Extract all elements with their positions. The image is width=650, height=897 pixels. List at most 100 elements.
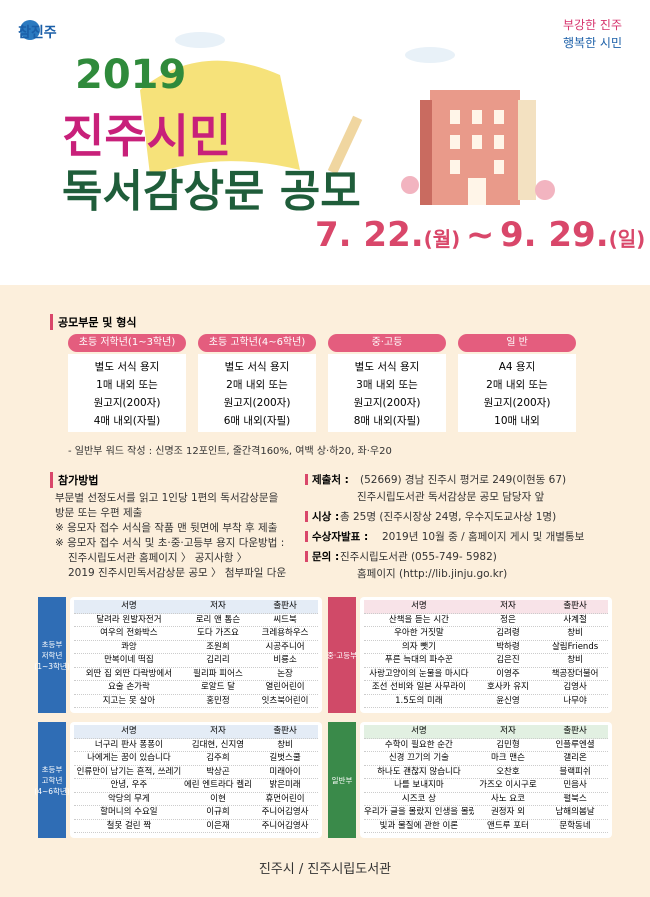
cell: 김은진 bbox=[496, 655, 520, 665]
table-row: 요술 손가락 로알드 달 열린어린이 bbox=[74, 681, 318, 695]
cell: 앤드루 포터 bbox=[487, 820, 529, 831]
category-name: 중·고등 bbox=[328, 334, 446, 352]
category-line: A4 용지 bbox=[498, 361, 536, 373]
cell: 호사카 유지 bbox=[487, 682, 529, 692]
category-line: 원고지(200자) bbox=[483, 397, 551, 409]
cell: 인류만이 남기는 흔적, 쓰레기 bbox=[76, 766, 182, 777]
category-line: 10매 내외 bbox=[494, 415, 540, 427]
category-body: 별도 서식 용지 1매 내외 또는 원고지(200자) 4매 내외(자필) bbox=[68, 354, 186, 432]
list-label-text: 일반부 bbox=[331, 775, 353, 785]
cell: 박하령 bbox=[496, 641, 520, 652]
title: 독서감상문 공모 bbox=[62, 166, 361, 217]
method-line: 2019 진주시민독서감상문 공모 〉 첨부파일 다운 bbox=[68, 567, 287, 579]
method-line: ※ 응모자 접수 서식 및 초·중·고등부 용지 다운방법 : bbox=[55, 537, 285, 549]
table-row: 콰앙 조원희 시공주니어 bbox=[74, 641, 318, 654]
table-row: 달려라 왼발자전거 로리 앤 톰슨 씨드북 bbox=[74, 614, 318, 627]
cell: 여우의 전화박스 bbox=[100, 628, 158, 638]
paper bbox=[140, 60, 300, 175]
category-line: 3매 내외 또는 bbox=[356, 379, 418, 391]
info-bar bbox=[305, 511, 308, 522]
table-row: 1.5도의 미래 윤신영 나무야 bbox=[364, 695, 608, 708]
date-start: 7. 22. bbox=[315, 215, 424, 255]
cell: 악당의 무게 bbox=[107, 793, 150, 804]
cell: 사노 요코 bbox=[490, 793, 525, 804]
cell: 주니어김영사 bbox=[261, 820, 309, 831]
header-cell: 저자 bbox=[500, 601, 516, 611]
book-pages bbox=[518, 100, 536, 200]
table-header: 서명 저자 출판사 bbox=[74, 600, 318, 614]
cell: 사랑고양이의 눈물을 마시다 bbox=[369, 668, 469, 679]
book-table: 서명 저자 출판사 산책을 듣는 시간 정은 사계절 우아한 거짓말 김려령 창비 의자 뺏기 박하… bbox=[360, 597, 612, 713]
list-label-text: 초등부 bbox=[41, 639, 63, 649]
header-cell: 서명 bbox=[411, 726, 427, 736]
table-row: 너구리 판사 퐁퐁이 김대현, 신지영 창비 bbox=[74, 739, 318, 752]
header-cell: 출판사 bbox=[273, 726, 297, 736]
cell: 하나도 괜찮지 않습니다 bbox=[377, 766, 461, 777]
cell: 김리리 bbox=[206, 655, 230, 665]
category-name: 초등 저학년(1~3학년) bbox=[68, 334, 186, 352]
info-line: 2019년 10월 중 / 홈페이지 게시 및 개별통보 bbox=[382, 531, 585, 543]
header-cell: 서명 bbox=[121, 726, 137, 736]
cell: 가즈오 이시구로 bbox=[479, 780, 537, 790]
header-cell: 출판사 bbox=[563, 726, 587, 736]
table-header: 서명 저자 출판사 bbox=[74, 725, 318, 739]
category-line: 원고지(200자) bbox=[353, 397, 421, 409]
cell: 시공주니어 bbox=[265, 641, 305, 652]
info-label: 시상 : bbox=[312, 511, 340, 523]
cell: 책공장더불어 bbox=[551, 668, 599, 679]
cell: 휴먼어린이 bbox=[265, 793, 305, 804]
cell: 밝은미래 bbox=[269, 780, 301, 790]
method-line: 진주시립도서관 홈페이지 〉 공지사항 〉 bbox=[68, 552, 248, 564]
cell: 푸른 늑대의 파수꾼 bbox=[384, 655, 453, 665]
cell: 이은재 bbox=[206, 820, 230, 831]
cell: 민음사 bbox=[563, 780, 587, 790]
header-cell: 서명 bbox=[411, 601, 427, 611]
list-label-text: 중·고등부 bbox=[327, 650, 357, 660]
cell: 살림Friends bbox=[551, 641, 599, 652]
table-row: 지고는 못 살아 홍민정 잇츠북어린이 bbox=[74, 695, 318, 708]
table-row: 외딴 집 외딴 다락방에서 필리파 피어스 논장 bbox=[74, 668, 318, 681]
cell: 산책을 듣는 시간 bbox=[388, 614, 449, 625]
table-row: 만복이네 떡집 김리리 비룡소 bbox=[74, 654, 318, 668]
list-label-text: 초등부 bbox=[41, 764, 63, 774]
cell: 달려라 왼발자전거 bbox=[96, 614, 162, 625]
cell: 나에게는 꿈이 있습니다 bbox=[87, 753, 171, 763]
category-name: 초등 고학년(4~6학년) bbox=[198, 334, 316, 352]
cell: 에린 엔트라다 켈리 bbox=[183, 780, 252, 790]
date-end: 9. 29. bbox=[499, 215, 609, 255]
category-body: 별도 서식 용지 2매 내외 또는 원고지(200자) 6매 내외(자필) bbox=[198, 354, 316, 432]
cell: 빛과 물질에 관한 이론 bbox=[379, 820, 459, 831]
cell: 블랙피쉬 bbox=[559, 766, 591, 777]
info-line: 홈페이지 (http://lib.jinju.go.kr) bbox=[357, 568, 508, 580]
cell: 도다 가즈요 bbox=[197, 628, 239, 638]
table-row: 하나도 괜찮지 않습니다 오찬호 블랙피쉬 bbox=[364, 766, 608, 779]
section-heading: 공모부문 및 형식 bbox=[50, 314, 137, 330]
windows bbox=[450, 110, 504, 205]
cell: 이규희 bbox=[206, 807, 230, 817]
header-cell: 서명 bbox=[121, 601, 137, 611]
title-year: 2019 bbox=[75, 52, 187, 98]
cell: 만복이네 떡집 bbox=[104, 655, 154, 665]
category-body: A4 용지 2매 내외 또는 원고지(200자) 10매 내외 bbox=[458, 354, 576, 432]
category-line: 8매 내외(자필) bbox=[353, 415, 421, 427]
cell: 홍민정 bbox=[206, 695, 230, 706]
info-line: (52669) 경남 진주시 평거로 249(이현동 67) bbox=[360, 474, 567, 486]
pencil bbox=[327, 115, 363, 175]
header-cell: 출판사 bbox=[563, 601, 587, 611]
cell: 열린어린이 bbox=[265, 682, 305, 692]
cell: 권정자 외 bbox=[490, 807, 525, 817]
cell: 할머니의 수요일 bbox=[100, 807, 158, 817]
cell: 박상곤 bbox=[206, 766, 230, 777]
cell: 인플루엔셜 bbox=[555, 739, 595, 750]
cell: 조선 선비와 일본 사무라이 bbox=[371, 682, 466, 692]
table-row: 할머니의 수요일 이규희 주니어김영사 bbox=[74, 806, 318, 820]
cell: 이영주 bbox=[496, 668, 520, 679]
list-label: 중·고등부 bbox=[327, 597, 357, 713]
cell: 지고는 못 살아 bbox=[102, 695, 156, 706]
table-row: 수학이 필요한 순간 김민형 인플루엔셜 bbox=[364, 739, 608, 752]
method-line: 방문 또는 우편 제출 bbox=[55, 507, 143, 519]
cell: 남해의봄날 bbox=[555, 807, 595, 817]
method-line: 부문별 선정도서를 읽고 1인당 1편의 독서감상문을 bbox=[55, 492, 279, 504]
cell: 조원희 bbox=[206, 641, 230, 652]
